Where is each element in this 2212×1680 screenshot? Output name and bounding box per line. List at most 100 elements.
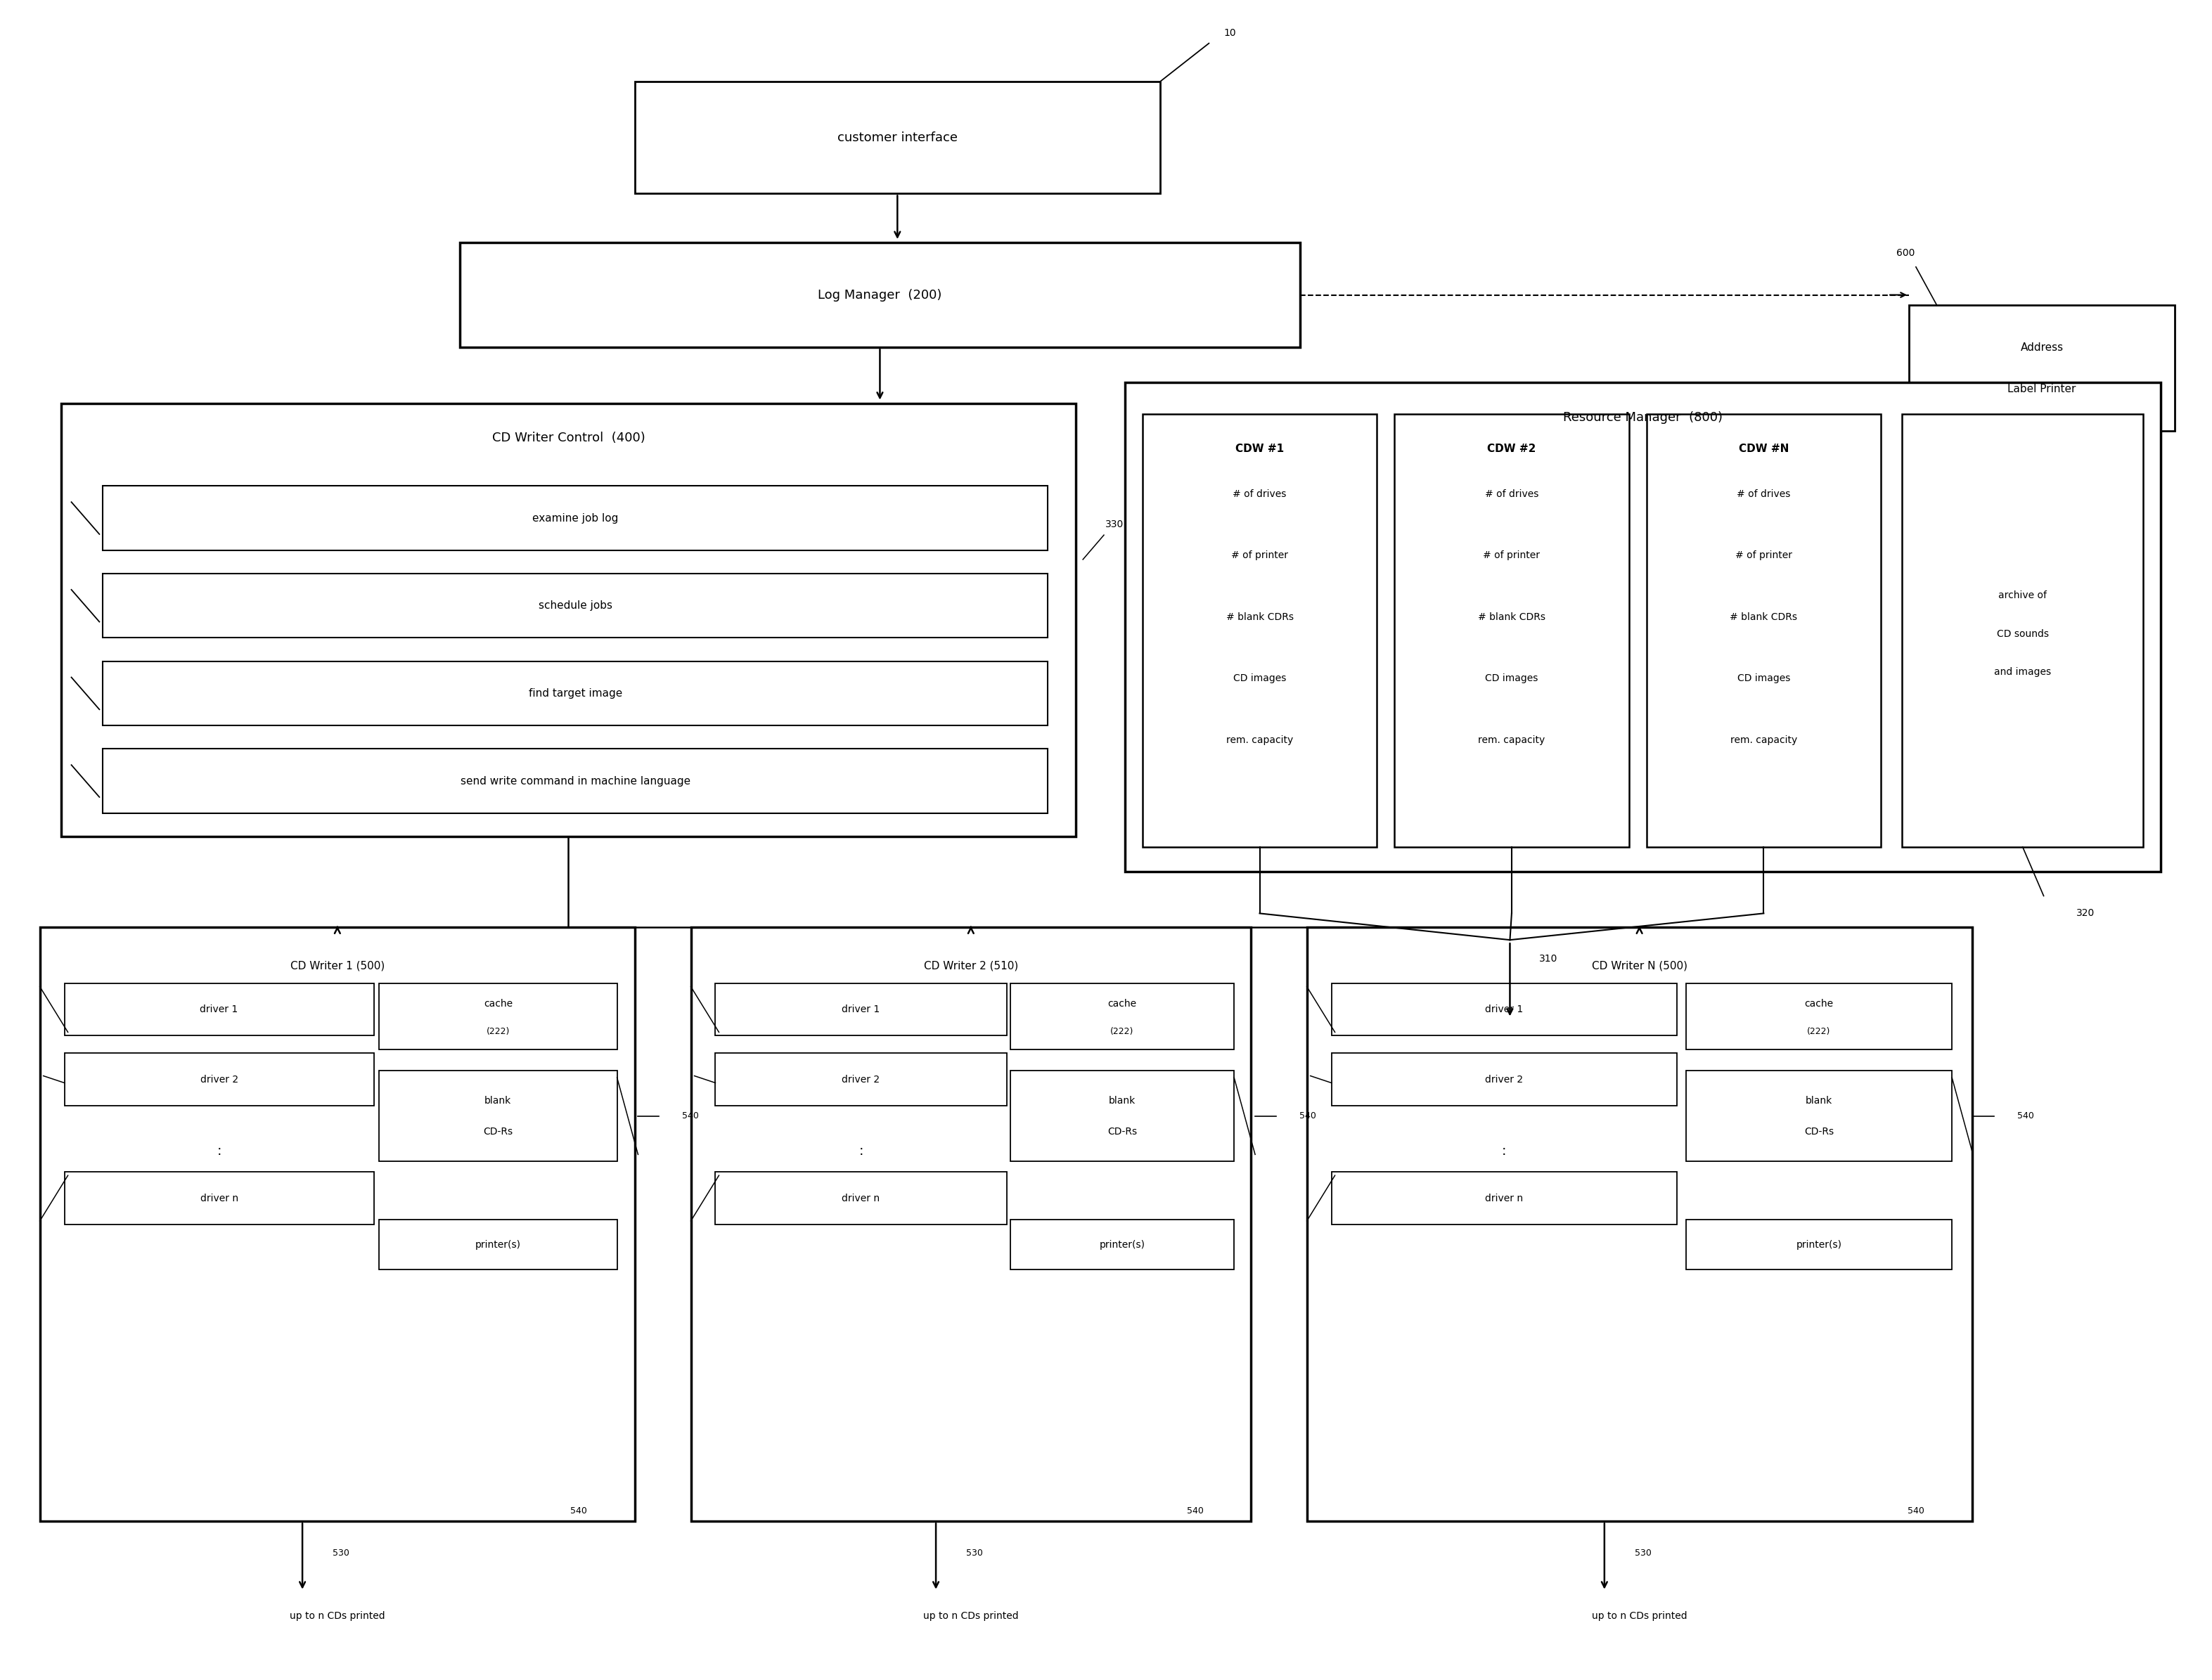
FancyBboxPatch shape xyxy=(378,983,617,1050)
FancyBboxPatch shape xyxy=(1141,413,1376,847)
Text: CD images: CD images xyxy=(1736,674,1790,684)
FancyBboxPatch shape xyxy=(104,486,1048,551)
Text: # of drives: # of drives xyxy=(1232,489,1287,499)
Text: up to n CDs printed: up to n CDs printed xyxy=(290,1611,385,1621)
Text: CDW #N: CDW #N xyxy=(1739,444,1790,454)
Text: 540: 540 xyxy=(1907,1507,1924,1515)
Text: CD images: CD images xyxy=(1484,674,1537,684)
Text: CD Writer 1 (500): CD Writer 1 (500) xyxy=(290,961,385,971)
Text: cache: cache xyxy=(1805,1000,1834,1008)
FancyBboxPatch shape xyxy=(714,983,1006,1035)
Text: CD Writer 2 (510): CD Writer 2 (510) xyxy=(925,961,1018,971)
Text: cache: cache xyxy=(484,1000,513,1008)
Text: :: : xyxy=(1502,1144,1506,1158)
Text: :: : xyxy=(858,1144,863,1158)
Text: 540: 540 xyxy=(1298,1112,1316,1121)
Text: CD images: CD images xyxy=(1232,674,1285,684)
Text: Label Printer: Label Printer xyxy=(2008,385,2077,395)
Text: 10: 10 xyxy=(1223,29,1237,37)
Text: 530: 530 xyxy=(967,1549,982,1557)
Text: driver n: driver n xyxy=(843,1193,880,1203)
Text: # blank CDRs: # blank CDRs xyxy=(1730,612,1798,622)
Text: customer interface: customer interface xyxy=(838,131,958,144)
Text: :: : xyxy=(217,1144,221,1158)
Text: CD-Rs: CD-Rs xyxy=(482,1127,513,1136)
FancyBboxPatch shape xyxy=(1332,983,1677,1035)
Text: CDW #2: CDW #2 xyxy=(1486,444,1535,454)
Text: schedule jobs: schedule jobs xyxy=(538,600,613,612)
FancyBboxPatch shape xyxy=(1902,413,2143,847)
Text: blank: blank xyxy=(484,1095,511,1105)
Text: # of drives: # of drives xyxy=(1484,489,1540,499)
Text: 540: 540 xyxy=(681,1112,699,1121)
FancyBboxPatch shape xyxy=(64,983,374,1035)
Text: 530: 530 xyxy=(1635,1549,1652,1557)
Text: # blank CDRs: # blank CDRs xyxy=(1225,612,1294,622)
FancyBboxPatch shape xyxy=(714,1053,1006,1105)
FancyBboxPatch shape xyxy=(1686,983,1951,1050)
Text: driver 1: driver 1 xyxy=(1484,1005,1524,1015)
FancyBboxPatch shape xyxy=(1307,927,1971,1522)
FancyBboxPatch shape xyxy=(1126,383,2161,872)
FancyBboxPatch shape xyxy=(378,1070,617,1161)
Text: rem. capacity: rem. capacity xyxy=(1730,736,1796,744)
FancyBboxPatch shape xyxy=(1332,1173,1677,1225)
Text: blank: blank xyxy=(1805,1095,1832,1105)
Text: 540: 540 xyxy=(2017,1112,2033,1121)
Text: driver 1: driver 1 xyxy=(199,1005,239,1015)
FancyBboxPatch shape xyxy=(64,1173,374,1225)
FancyBboxPatch shape xyxy=(460,242,1301,348)
Text: 310: 310 xyxy=(1540,954,1557,964)
Text: printer(s): printer(s) xyxy=(476,1240,520,1250)
Text: examine job log: examine job log xyxy=(533,512,619,524)
FancyBboxPatch shape xyxy=(635,82,1159,193)
FancyBboxPatch shape xyxy=(1909,306,2174,432)
FancyBboxPatch shape xyxy=(714,1173,1006,1225)
FancyBboxPatch shape xyxy=(64,1053,374,1105)
Text: (222): (222) xyxy=(487,1026,509,1037)
Text: up to n CDs printed: up to n CDs printed xyxy=(922,1611,1018,1621)
FancyBboxPatch shape xyxy=(1011,983,1234,1050)
FancyBboxPatch shape xyxy=(104,662,1048,726)
FancyBboxPatch shape xyxy=(1686,1220,1951,1270)
Text: 530: 530 xyxy=(332,1549,349,1557)
Text: Address: Address xyxy=(2020,343,2064,353)
Text: 330: 330 xyxy=(1106,519,1124,529)
FancyBboxPatch shape xyxy=(1011,1220,1234,1270)
FancyBboxPatch shape xyxy=(1011,1070,1234,1161)
FancyBboxPatch shape xyxy=(62,403,1075,837)
Text: send write command in machine language: send write command in machine language xyxy=(460,776,690,786)
Text: printer(s): printer(s) xyxy=(1099,1240,1146,1250)
Text: find target image: find target image xyxy=(529,689,622,699)
FancyBboxPatch shape xyxy=(690,927,1252,1522)
Text: Log Manager  (200): Log Manager (200) xyxy=(818,289,942,301)
FancyBboxPatch shape xyxy=(1686,1070,1951,1161)
Text: 320: 320 xyxy=(2077,909,2095,919)
Text: driver 2: driver 2 xyxy=(199,1075,239,1084)
Text: cache: cache xyxy=(1108,1000,1137,1008)
FancyBboxPatch shape xyxy=(104,749,1048,813)
Text: CD-Rs: CD-Rs xyxy=(1108,1127,1137,1136)
Text: rem. capacity: rem. capacity xyxy=(1478,736,1546,744)
FancyBboxPatch shape xyxy=(378,1220,617,1270)
Text: # of printer: # of printer xyxy=(1484,551,1540,561)
Text: driver 1: driver 1 xyxy=(843,1005,880,1015)
Text: (222): (222) xyxy=(1807,1026,1832,1037)
Text: driver n: driver n xyxy=(1484,1193,1524,1203)
Text: Resource Manager  (800): Resource Manager (800) xyxy=(1564,412,1723,423)
Text: CD sounds: CD sounds xyxy=(1997,628,2048,638)
FancyBboxPatch shape xyxy=(1332,1053,1677,1105)
Text: CD Writer Control  (400): CD Writer Control (400) xyxy=(491,432,646,445)
Text: blank: blank xyxy=(1108,1095,1135,1105)
Text: # of printer: # of printer xyxy=(1734,551,1792,561)
Text: driver 2: driver 2 xyxy=(843,1075,880,1084)
Text: printer(s): printer(s) xyxy=(1796,1240,1843,1250)
Text: # of printer: # of printer xyxy=(1232,551,1287,561)
Text: driver n: driver n xyxy=(199,1193,239,1203)
Text: # of drives: # of drives xyxy=(1736,489,1790,499)
Text: 540: 540 xyxy=(1186,1507,1203,1515)
Text: CD Writer N (500): CD Writer N (500) xyxy=(1593,961,1688,971)
FancyBboxPatch shape xyxy=(40,927,635,1522)
Text: CDW #1: CDW #1 xyxy=(1234,444,1283,454)
Text: archive of: archive of xyxy=(1997,590,2046,600)
